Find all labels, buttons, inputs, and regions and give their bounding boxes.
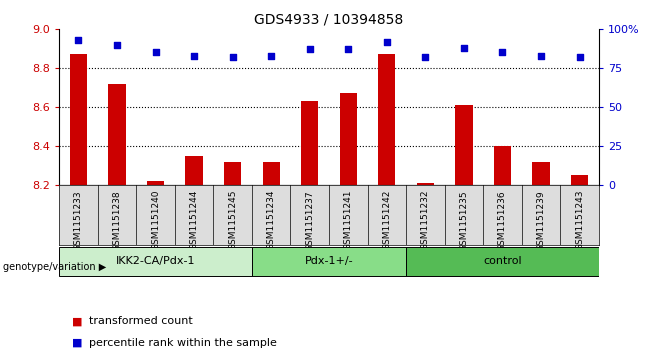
Text: GSM1151232: GSM1151232: [421, 190, 430, 250]
Text: GSM1151241: GSM1151241: [343, 190, 353, 250]
Bar: [571, 175, 588, 185]
Text: GSM1151235: GSM1151235: [459, 190, 468, 250]
Point: [574, 54, 585, 60]
Point: [382, 38, 392, 44]
Bar: [301, 101, 318, 185]
Text: IKK2-CA/Pdx-1: IKK2-CA/Pdx-1: [116, 256, 195, 266]
Point: [343, 46, 353, 52]
Text: GSM1151244: GSM1151244: [190, 190, 199, 250]
Text: GSM1151245: GSM1151245: [228, 190, 237, 250]
Bar: [417, 183, 434, 185]
Bar: [263, 162, 280, 185]
Text: GSM1151237: GSM1151237: [305, 190, 315, 250]
Text: GSM1151233: GSM1151233: [74, 190, 83, 250]
Point: [189, 53, 199, 58]
Text: GSM1151242: GSM1151242: [382, 190, 392, 250]
Bar: [378, 54, 395, 185]
Bar: [147, 181, 164, 185]
Bar: [109, 83, 126, 185]
Text: GSM1151240: GSM1151240: [151, 190, 160, 250]
Point: [459, 45, 469, 51]
Text: ■: ■: [72, 316, 83, 326]
FancyBboxPatch shape: [252, 247, 406, 276]
Bar: [494, 146, 511, 185]
Text: ■: ■: [72, 338, 83, 348]
Bar: [532, 162, 549, 185]
Point: [266, 53, 276, 58]
Text: GSM1151243: GSM1151243: [575, 190, 584, 250]
Bar: [70, 54, 87, 185]
Text: control: control: [483, 256, 522, 266]
FancyBboxPatch shape: [406, 247, 599, 276]
Point: [497, 50, 508, 56]
Point: [228, 54, 238, 60]
Point: [305, 46, 315, 52]
Text: percentile rank within the sample: percentile rank within the sample: [89, 338, 277, 348]
Point: [112, 42, 122, 48]
Text: GSM1151236: GSM1151236: [498, 190, 507, 250]
Text: GSM1151238: GSM1151238: [113, 190, 122, 250]
Bar: [455, 105, 472, 185]
Text: genotype/variation ▶: genotype/variation ▶: [3, 262, 107, 272]
Bar: [340, 93, 357, 185]
Point: [536, 53, 546, 58]
Point: [73, 37, 84, 43]
FancyBboxPatch shape: [59, 247, 252, 276]
Text: transformed count: transformed count: [89, 316, 193, 326]
Text: GSM1151239: GSM1151239: [536, 190, 545, 250]
Point: [150, 50, 161, 56]
Text: Pdx-1+/-: Pdx-1+/-: [305, 256, 353, 266]
Bar: [186, 156, 203, 185]
Point: [420, 54, 430, 60]
Text: GSM1151234: GSM1151234: [266, 190, 276, 250]
Bar: [224, 162, 241, 185]
Title: GDS4933 / 10394858: GDS4933 / 10394858: [255, 12, 403, 26]
